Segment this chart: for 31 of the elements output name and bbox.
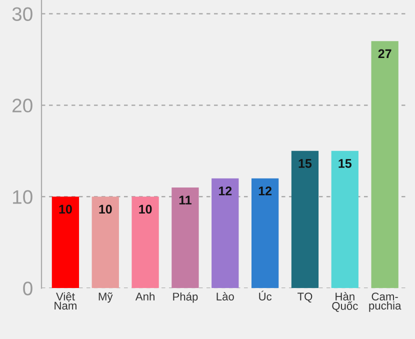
x-tick-label: Cam- puchia [369, 292, 402, 312]
data-label: 10 [99, 204, 112, 214]
x-tick-label: TQ [298, 292, 312, 302]
x-tick-label: Pháp [173, 292, 198, 303]
y-tick-label: 10 [13, 190, 32, 204]
data-label: 15 [298, 159, 312, 168]
bar [212, 178, 239, 288]
bar [172, 188, 199, 288]
x-tick-label: Anh [135, 292, 154, 300]
bar [331, 150, 358, 288]
x-tick-label: Mỹ [98, 292, 113, 303]
x-tick-label: Úc [259, 290, 272, 300]
bar [132, 196, 159, 288]
bar [251, 178, 279, 288]
data-label: 15 [338, 159, 352, 168]
bar [92, 196, 119, 288]
data-label: 10 [59, 204, 72, 214]
y-tick-label: 30 [12, 7, 32, 21]
x-tick-label: Lào [216, 292, 234, 300]
data-label: 12 [258, 186, 272, 196]
y-tick-label: 0 [23, 282, 32, 296]
bar [371, 41, 398, 288]
bar [52, 196, 80, 288]
x-tick-label: Việt Nam [54, 292, 76, 310]
data-label: 11 [179, 196, 192, 204]
bar [291, 150, 319, 288]
x-tick-label: Hàn Quốc [332, 292, 358, 312]
data-label: 10 [139, 204, 152, 214]
data-label: 12 [218, 186, 232, 196]
data-label: 27 [378, 49, 392, 58]
y-tick-label: 20 [12, 98, 32, 112]
